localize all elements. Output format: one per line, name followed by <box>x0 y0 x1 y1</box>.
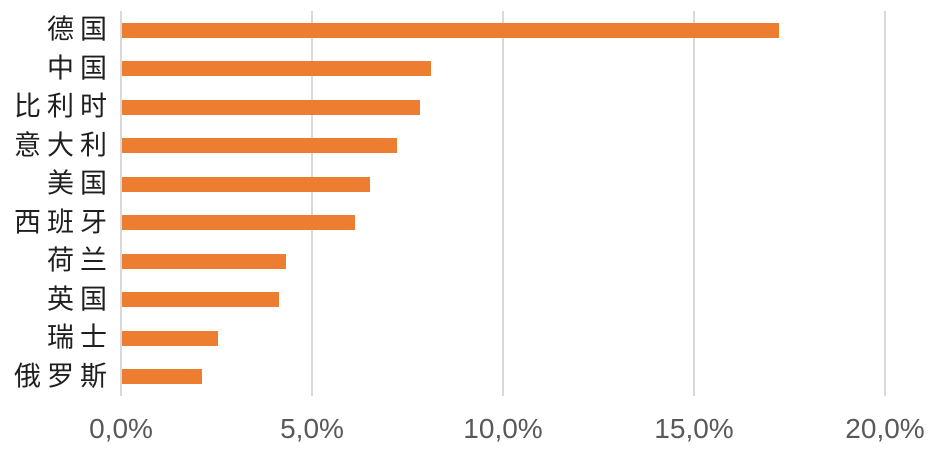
category-label: 美国 <box>47 168 113 200</box>
gridline <box>120 11 122 396</box>
gridline <box>693 11 695 396</box>
bar <box>122 99 420 115</box>
bar <box>122 253 287 269</box>
x-tick-label: 5,0% <box>280 413 344 444</box>
gridline <box>502 11 504 396</box>
bar <box>122 61 432 77</box>
gridline <box>311 11 313 396</box>
category-label: 俄罗斯 <box>14 361 113 393</box>
category-label: 德国 <box>47 14 113 46</box>
bar <box>122 176 371 192</box>
x-tick-label: 20,0% <box>845 413 925 444</box>
bar <box>122 215 356 231</box>
category-label: 瑞士 <box>47 322 113 354</box>
x-tick-label: 0,0% <box>89 413 153 444</box>
bar <box>122 369 203 385</box>
category-label: 荷兰 <box>47 245 113 277</box>
bar <box>122 22 780 38</box>
bar <box>122 292 279 308</box>
bar <box>122 138 398 154</box>
gridline <box>884 11 886 396</box>
category-label: 比利时 <box>14 91 113 123</box>
x-tick-label: 15,0% <box>654 413 734 444</box>
plot-area <box>120 11 886 396</box>
category-label: 西班牙 <box>14 207 113 239</box>
category-label: 中国 <box>47 53 113 85</box>
x-tick-label: 10,0% <box>463 413 543 444</box>
bar <box>122 330 218 346</box>
category-label: 英国 <box>47 284 113 316</box>
category-label: 意大利 <box>14 130 113 162</box>
